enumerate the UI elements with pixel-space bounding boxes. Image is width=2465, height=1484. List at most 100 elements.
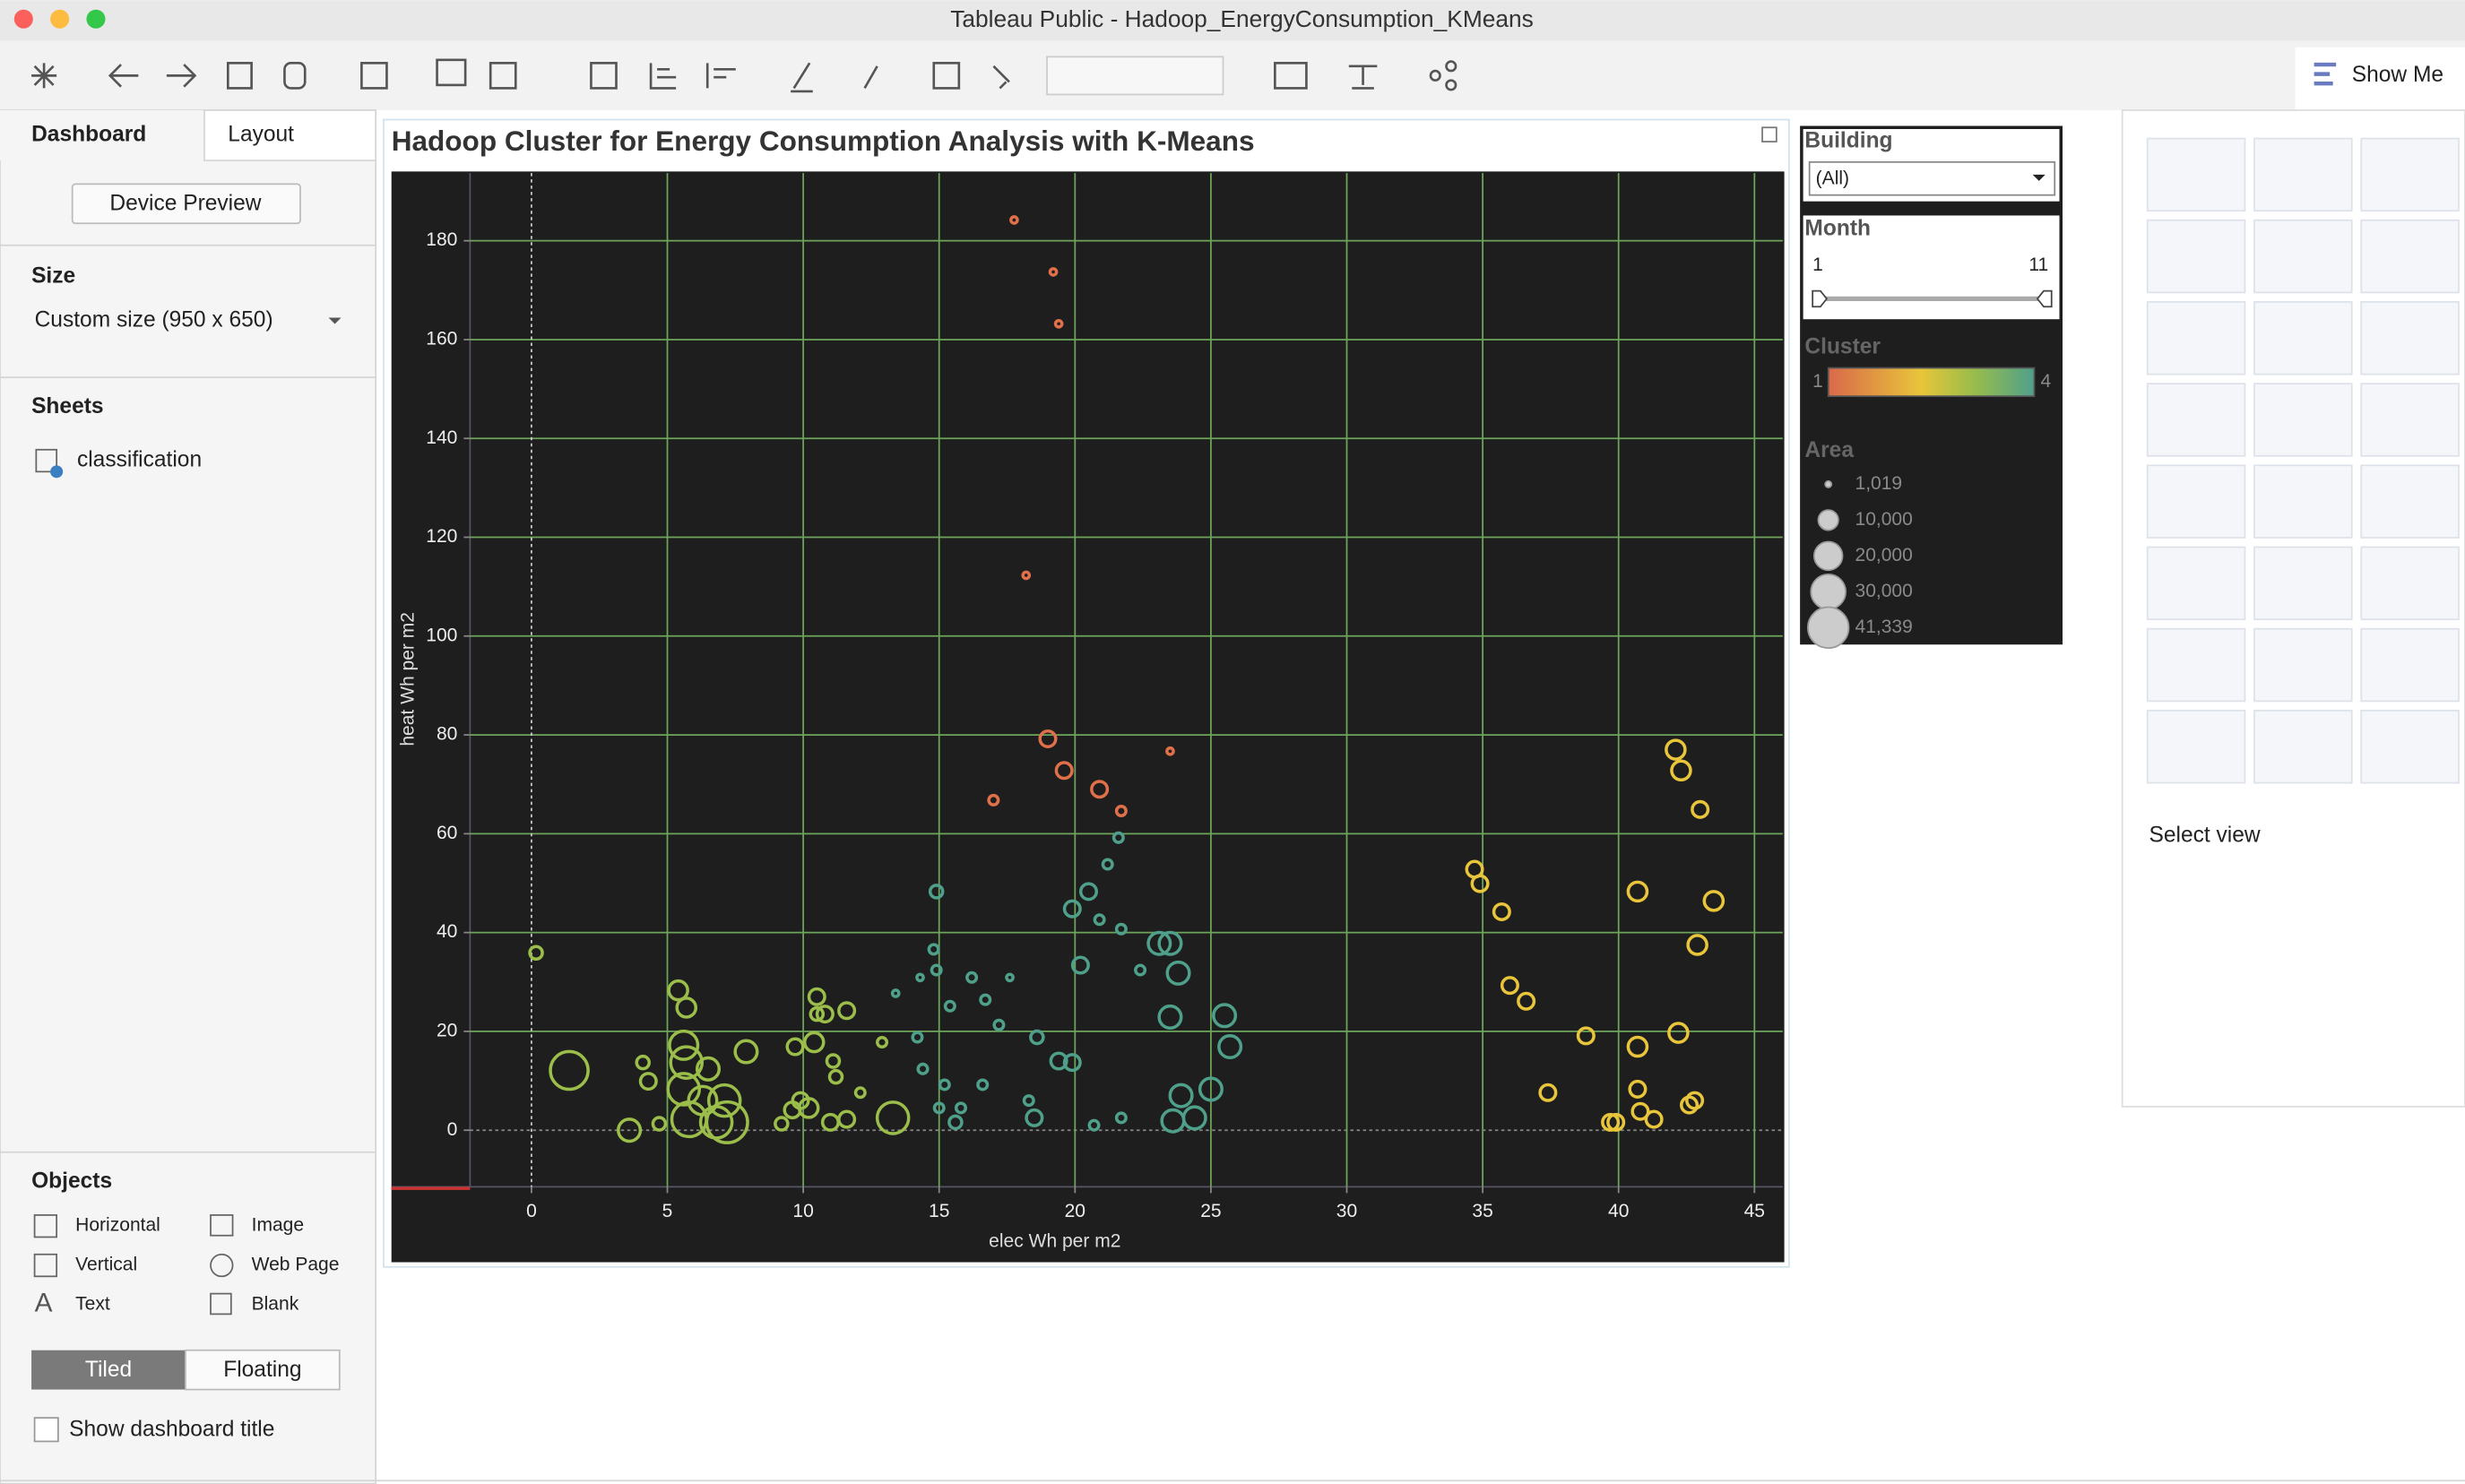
data-point <box>1626 1035 1649 1058</box>
new-sheet-button[interactable] <box>360 62 388 90</box>
data-point <box>1168 1083 1194 1109</box>
data-point <box>1093 913 1106 927</box>
labels-button[interactable] <box>932 62 961 90</box>
data-point <box>1670 759 1692 782</box>
sheet-item[interactable]: classification <box>77 448 202 472</box>
chart-type-thumb[interactable] <box>2360 464 2460 539</box>
chart-type-thumb[interactable] <box>2253 710 2353 784</box>
chart-type-thumb[interactable] <box>2360 546 2460 621</box>
device-preview-button[interactable] <box>71 183 301 225</box>
close-button[interactable] <box>13 9 33 29</box>
x-tick-label: 15 <box>929 1201 949 1221</box>
chart-type-thumb[interactable] <box>2146 627 2246 703</box>
object-item[interactable]: Vertical <box>75 1255 137 1275</box>
chart-type-thumb[interactable] <box>2253 219 2353 294</box>
tiled-label: Tiled <box>85 1358 132 1382</box>
highlight-button[interactable] <box>791 62 813 93</box>
object-item[interactable]: Web Page <box>252 1255 340 1275</box>
chart-type-thumb[interactable] <box>2146 546 2246 621</box>
checkbox[interactable] <box>33 1417 59 1443</box>
zoom-button[interactable] <box>86 9 106 29</box>
data-point <box>837 1001 857 1021</box>
sort-desc-button[interactable] <box>705 63 736 89</box>
chart-type-thumb[interactable] <box>2146 301 2246 375</box>
chart-type-thumb[interactable] <box>2253 464 2353 539</box>
data-point <box>927 943 940 956</box>
layout-tab[interactable] <box>203 109 377 161</box>
data-point <box>1628 1079 1648 1099</box>
data-point <box>943 999 956 1013</box>
range-max: 11 <box>2028 255 2048 275</box>
chart-type-thumb[interactable] <box>2360 219 2460 294</box>
show-cards-button[interactable] <box>1274 62 1308 90</box>
chart-type-thumb[interactable] <box>2146 464 2246 539</box>
chart-type-thumb[interactable] <box>2253 546 2353 621</box>
data-point <box>825 1053 842 1069</box>
window-title: Tableau Public - Hadoop_EnergyConsumptio… <box>950 5 1534 32</box>
object-item[interactable]: Horizontal <box>75 1215 160 1236</box>
swap-button[interactable] <box>590 62 618 90</box>
size-legend-mark <box>1817 509 1839 531</box>
chart-type-thumb[interactable] <box>2360 301 2460 375</box>
chart-type-thumb[interactable] <box>2360 137 2460 212</box>
object-item[interactable]: Text <box>75 1293 110 1314</box>
object-item[interactable]: Image <box>252 1215 304 1236</box>
sheet-check <box>50 465 64 479</box>
chart-type-thumb[interactable] <box>2360 710 2460 784</box>
chart-type-thumb[interactable] <box>2253 627 2353 703</box>
legend-title: Cluster <box>1804 334 1881 358</box>
chart-type-thumb[interactable] <box>2253 301 2353 375</box>
x-tick-label: 30 <box>1336 1201 1357 1221</box>
floating-button[interactable] <box>185 1349 341 1391</box>
show-me-tab[interactable] <box>2295 47 2465 110</box>
chart-type-thumb[interactable] <box>2146 219 2246 294</box>
data-point <box>1009 215 1019 225</box>
pin-button[interactable] <box>992 65 1010 90</box>
dashboard-tab[interactable] <box>0 109 204 161</box>
range-handle-max[interactable] <box>2036 289 2053 308</box>
data-point <box>706 1083 742 1118</box>
range-min: 1 <box>1812 255 1823 275</box>
tab-label: Dashboard <box>31 123 146 147</box>
data-point <box>807 987 826 1006</box>
building-dropdown[interactable] <box>1808 160 2056 196</box>
tiled-button[interactable] <box>31 1350 186 1390</box>
sheets-heading: Sheets <box>31 394 104 418</box>
object-item[interactable]: Blank <box>252 1293 299 1314</box>
datasource-button[interactable] <box>283 62 307 90</box>
size-value[interactable]: Custom size (950 x 650) <box>35 307 273 332</box>
tableau-logo[interactable] <box>31 63 57 89</box>
chart-type-thumb[interactable] <box>2253 383 2353 457</box>
size-legend-label: 1,019 <box>1855 473 1903 494</box>
data-point <box>785 1037 805 1057</box>
sort-asc-button[interactable] <box>649 63 677 90</box>
object-icon <box>210 1253 234 1278</box>
range-handle-min[interactable] <box>1812 289 1829 308</box>
chart-type-thumb[interactable] <box>2253 137 2353 212</box>
clear-button[interactable] <box>489 62 517 90</box>
data-point <box>1500 976 1519 996</box>
forward-button[interactable] <box>166 64 197 88</box>
data-point <box>528 945 544 962</box>
chart-type-thumb[interactable] <box>2146 137 2246 212</box>
y-tick-label: 20 <box>437 1020 457 1040</box>
data-point <box>1070 955 1090 975</box>
minimize-button[interactable] <box>50 9 70 29</box>
popout-icon[interactable] <box>1761 126 1777 142</box>
save-button[interactable] <box>226 62 253 90</box>
duplicate-button[interactable] <box>436 58 467 87</box>
chart-type-thumb[interactable] <box>2146 710 2246 784</box>
share-button[interactable] <box>1429 69 1441 82</box>
size-heading: Size <box>31 263 75 288</box>
chart-type-thumb[interactable] <box>2360 383 2460 457</box>
data-point <box>675 997 698 1019</box>
back-button[interactable] <box>108 64 139 88</box>
chart-type-thumb[interactable] <box>2360 627 2460 703</box>
device-preview-label: Device Preview <box>109 192 261 216</box>
annotate-button[interactable] <box>863 65 878 90</box>
chart-type-thumb[interactable] <box>2146 383 2246 457</box>
presentation-button[interactable] <box>1348 65 1378 90</box>
data-point <box>1078 882 1098 902</box>
fit-dropdown[interactable] <box>1046 56 1224 96</box>
dropdown-value: (All) <box>1816 168 1849 189</box>
